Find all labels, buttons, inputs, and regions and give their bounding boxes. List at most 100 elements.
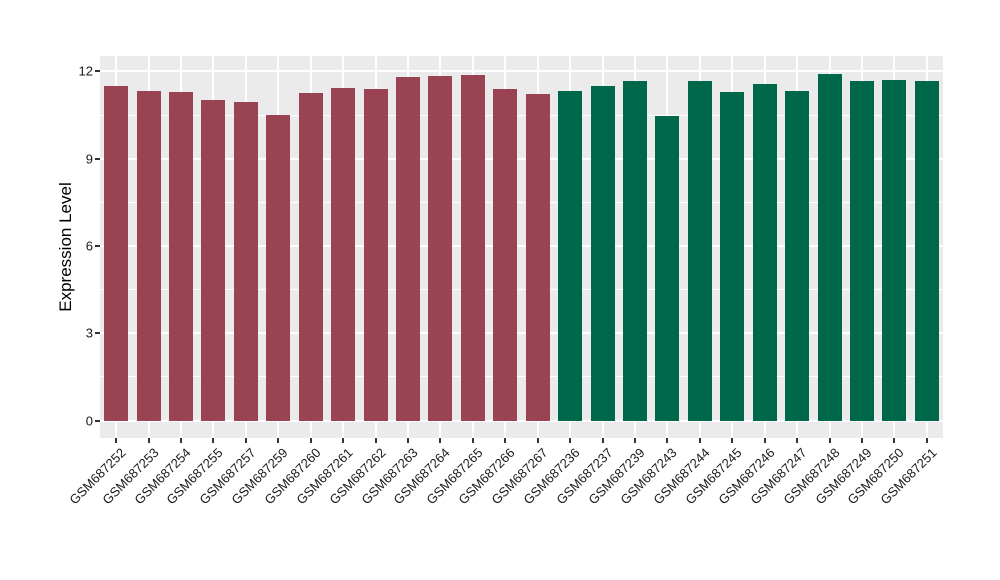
x-tick-mark-GSM687243 — [666, 438, 669, 443]
bar-GSM687253 — [136, 91, 161, 421]
bar-slot — [262, 56, 294, 438]
bar-GSM687246 — [752, 83, 777, 421]
gridline-major-y-12 — [100, 70, 943, 73]
y-tick-mark-6 — [95, 245, 100, 247]
x-tick-mark-GSM687261 — [342, 438, 345, 443]
bar-slot — [327, 56, 359, 438]
y-tick-mark-0 — [95, 419, 100, 422]
gridline-major-y-3 — [100, 332, 943, 335]
bar-slot — [295, 56, 327, 438]
bar-slot — [132, 56, 164, 438]
bar-slot — [230, 56, 262, 438]
bar-slot — [392, 56, 424, 438]
bar-GSM687254 — [169, 92, 194, 421]
bar-GSM687249 — [849, 80, 874, 421]
gridline-major-y-9 — [100, 157, 943, 160]
bar-slot — [554, 56, 586, 438]
bar-GSM687259 — [266, 114, 291, 421]
y-axis-title: Expression Level — [56, 182, 75, 312]
bar-slot — [846, 56, 878, 438]
bar-slot — [522, 56, 554, 438]
y-tick-label-9: 9 — [85, 151, 93, 167]
x-tick-mark-GSM687237 — [601, 438, 604, 443]
bar-slot — [457, 56, 489, 438]
x-tick-mark-GSM687251 — [925, 438, 928, 443]
y-tick-label-6: 6 — [85, 238, 93, 254]
x-tick-mark-GSM687247 — [796, 438, 799, 443]
bar-GSM687247 — [785, 90, 810, 421]
bar-GSM687252 — [104, 86, 129, 421]
bar-GSM687260 — [298, 92, 323, 421]
bar-GSM687237 — [590, 86, 615, 421]
bar-GSM687267 — [525, 94, 550, 421]
bar-slot — [813, 56, 845, 438]
bar-slot — [359, 56, 391, 438]
bar-GSM687239 — [622, 81, 647, 421]
bar-slot — [781, 56, 813, 438]
y-tick-mark-12 — [95, 70, 100, 73]
gridline-minor-y-1.5 — [100, 376, 943, 378]
x-tick-mark-GSM687245 — [731, 438, 734, 443]
gridline-major-y-0 — [100, 419, 943, 422]
x-tick-mark-GSM687257 — [244, 438, 247, 443]
bar-GSM687248 — [817, 74, 842, 421]
x-tick-mark-GSM687266 — [504, 438, 507, 443]
bar-slot — [619, 56, 651, 438]
bar-GSM687236 — [558, 91, 583, 421]
bar-slot — [716, 56, 748, 438]
x-tick-mark-GSM687236 — [569, 438, 572, 443]
x-tick-mark-GSM687244 — [698, 438, 701, 443]
bar-GSM687265 — [460, 75, 485, 421]
bar-GSM687263 — [396, 76, 420, 421]
x-tick-mark-GSM687253 — [147, 438, 150, 443]
bar-GSM687262 — [363, 88, 388, 421]
gridline-minor-y-4.5 — [100, 289, 943, 291]
bar-GSM687250 — [882, 80, 907, 421]
bar-GSM687244 — [687, 81, 712, 421]
bar-slot — [651, 56, 683, 438]
bar-GSM687255 — [201, 99, 226, 421]
bar-slot — [878, 56, 910, 438]
y-tick-label-0: 0 — [85, 413, 93, 429]
bar-slot — [197, 56, 229, 438]
bar-slot — [684, 56, 716, 438]
bar-slot — [748, 56, 780, 438]
gridline-major-y-6 — [100, 245, 943, 247]
bar-GSM687266 — [493, 88, 518, 421]
bar-slot — [586, 56, 618, 438]
x-tick-mark-GSM687248 — [828, 438, 831, 443]
bar-GSM687257 — [233, 101, 258, 421]
x-tick-mark-GSM687249 — [860, 438, 863, 443]
x-tick-mark-GSM687259 — [277, 438, 280, 443]
y-tick-label-12: 12 — [78, 63, 93, 79]
bar-GSM687245 — [720, 91, 745, 421]
gridline-minor-y-7.5 — [100, 201, 943, 203]
bar-slot — [165, 56, 197, 438]
bar-slot — [489, 56, 521, 438]
x-tick-mark-GSM687260 — [309, 438, 312, 443]
bar-GSM687251 — [914, 81, 939, 421]
x-tick-mark-GSM687254 — [180, 438, 183, 443]
bar-slot — [911, 56, 943, 438]
y-tick-mark-9 — [95, 157, 100, 160]
x-tick-mark-GSM687246 — [763, 438, 766, 443]
bar-GSM687243 — [655, 115, 680, 421]
y-tick-mark-3 — [95, 332, 100, 335]
bar-GSM687261 — [331, 87, 356, 421]
x-tick-mark-GSM687255 — [212, 438, 215, 443]
bar-slot — [424, 56, 456, 438]
x-tick-mark-GSM687262 — [374, 438, 377, 443]
x-tick-mark-GSM687265 — [471, 438, 474, 443]
bar-GSM687264 — [428, 76, 453, 421]
y-tick-label-3: 3 — [85, 325, 93, 341]
gridline-minor-y-10.5 — [100, 114, 943, 116]
x-tick-mark-GSM687264 — [439, 438, 442, 443]
x-tick-mark-GSM687252 — [115, 438, 118, 443]
x-tick-mark-GSM687250 — [893, 438, 896, 443]
x-tick-mark-GSM687263 — [407, 438, 410, 443]
x-tick-mark-GSM687267 — [536, 438, 539, 443]
x-tick-mark-GSM687239 — [633, 438, 636, 443]
plot-panel — [100, 56, 943, 438]
bar-slot — [100, 56, 132, 438]
